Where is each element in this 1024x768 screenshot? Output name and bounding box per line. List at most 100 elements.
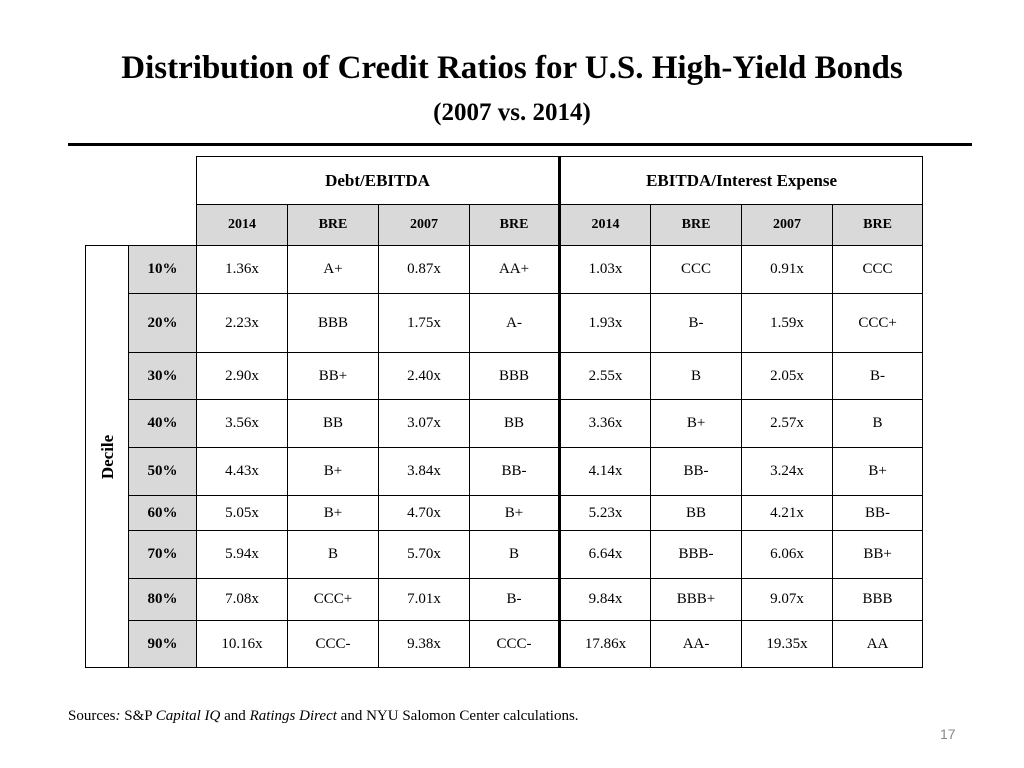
table-row: 30% 2.90x BB+ 2.40x BBB 2.55x B 2.05x B- bbox=[86, 352, 924, 400]
table-cell: 19.35x bbox=[741, 620, 834, 668]
col-header: BRE bbox=[650, 204, 743, 246]
table-cell: B- bbox=[832, 352, 924, 400]
decile-label: 20% bbox=[128, 293, 197, 353]
table-cell: 5.70x bbox=[378, 530, 470, 579]
table-cell: 1.03x bbox=[558, 245, 652, 294]
table-cell: BB- bbox=[650, 447, 743, 496]
decile-label: 80% bbox=[128, 578, 197, 621]
table-cell: BB bbox=[468, 399, 561, 448]
decile-label: 60% bbox=[128, 495, 197, 531]
sources-and: and bbox=[220, 708, 250, 724]
table-cell: 6.06x bbox=[741, 530, 834, 579]
table-cell: BBB- bbox=[650, 530, 743, 579]
table-cell: 9.38x bbox=[378, 620, 470, 668]
table-cell: BB bbox=[650, 495, 743, 531]
table-cell: CCC+ bbox=[287, 578, 379, 621]
table-cell: A- bbox=[468, 293, 561, 353]
table-cell: 2.40x bbox=[378, 352, 470, 400]
decile-label: 50% bbox=[128, 447, 197, 496]
table-cell: B- bbox=[650, 293, 743, 353]
corner-blank bbox=[86, 205, 197, 246]
table-row: Decile 10% 1.36x A+ 0.87x AA+ 1.03x CCC … bbox=[85, 245, 924, 668]
table-cell: BBB bbox=[287, 293, 379, 353]
col-header: 2014 bbox=[196, 204, 288, 246]
table-cell: B+ bbox=[650, 399, 743, 448]
sources-footnote: Sources: S&P Capital IQ and Ratings Dire… bbox=[68, 708, 579, 725]
table-cell: 1.75x bbox=[378, 293, 470, 353]
corner-blank bbox=[86, 157, 197, 205]
slide-subtitle: (2007 vs. 2014) bbox=[433, 99, 591, 126]
table-cell: B+ bbox=[468, 495, 561, 531]
table-cell: 0.87x bbox=[378, 245, 470, 294]
table-cell: CCC- bbox=[287, 620, 379, 668]
sources-rest: and NYU Salomon Center calculations. bbox=[336, 708, 579, 724]
group-header-ebitda-interest: EBITDA/Interest Expense bbox=[558, 156, 924, 205]
table-cell: CCC+ bbox=[832, 293, 924, 353]
table-row: 70% 5.94x B 5.70x B 6.64x BBB- 6.06x BB+ bbox=[86, 530, 924, 579]
decile-label: 70% bbox=[128, 530, 197, 579]
table-cell: B bbox=[287, 530, 379, 579]
table-cell: AA bbox=[832, 620, 924, 668]
table-cell: CCC bbox=[832, 245, 924, 294]
table-cell: 1.36x bbox=[196, 245, 288, 294]
table-cell: CCC bbox=[650, 245, 743, 294]
col-header: BRE bbox=[468, 204, 561, 246]
table-cell: CCC- bbox=[468, 620, 561, 668]
table-cell: 1.93x bbox=[558, 293, 652, 353]
table-cell: 3.24x bbox=[741, 447, 834, 496]
table-row: 60% 5.05x B+ 4.70x B+ 5.23x BB 4.21x BB- bbox=[86, 495, 924, 531]
decile-label: 90% bbox=[128, 620, 197, 668]
table-cell: 2.55x bbox=[558, 352, 652, 400]
decile-axis-cell: Decile bbox=[85, 245, 129, 668]
table-cell: 5.94x bbox=[196, 530, 288, 579]
table-cell: B+ bbox=[287, 447, 379, 496]
table-cell: B- bbox=[468, 578, 561, 621]
table-cell: 3.84x bbox=[378, 447, 470, 496]
table-row: 50% 4.43x B+ 3.84x BB- 4.14x BB- 3.24x B… bbox=[86, 447, 924, 496]
group-header-row: Debt/EBITDA EBITDA/Interest Expense bbox=[86, 156, 924, 205]
table-cell: B+ bbox=[832, 447, 924, 496]
table-cell: 9.07x bbox=[741, 578, 834, 621]
table-cell: 5.23x bbox=[558, 495, 652, 531]
col-header: BRE bbox=[832, 204, 924, 246]
table-cell: 4.43x bbox=[196, 447, 288, 496]
title-divider bbox=[68, 143, 972, 146]
table-cell: 4.70x bbox=[378, 495, 470, 531]
slide-title: Distribution of Credit Ratios for U.S. H… bbox=[121, 50, 903, 86]
table-cell: BB bbox=[287, 399, 379, 448]
table-cell: 1.59x bbox=[741, 293, 834, 353]
table-cell: BB+ bbox=[287, 352, 379, 400]
table-cell: 2.57x bbox=[741, 399, 834, 448]
table-cell: B bbox=[650, 352, 743, 400]
table-cell: B bbox=[468, 530, 561, 579]
table-cell: 3.56x bbox=[196, 399, 288, 448]
col-header: 2007 bbox=[741, 204, 834, 246]
col-header: 2007 bbox=[378, 204, 470, 246]
table-cell: AA+ bbox=[468, 245, 561, 294]
table-cell: BB- bbox=[832, 495, 924, 531]
credit-ratio-table: Debt/EBITDA EBITDA/Interest Expense 2014… bbox=[85, 156, 924, 668]
table-cell: 7.01x bbox=[378, 578, 470, 621]
table-cell: BB+ bbox=[832, 530, 924, 579]
table-cell: 3.07x bbox=[378, 399, 470, 448]
sources-sp: S&P bbox=[120, 708, 156, 724]
sources-prefix: Sources bbox=[68, 708, 116, 724]
group-header-debt-ebitda: Debt/EBITDA bbox=[195, 156, 561, 205]
table-row: 20% 2.23x BBB 1.75x A- 1.93x B- 1.59x CC… bbox=[86, 293, 924, 353]
sub-header-row: 2014 BRE 2007 BRE 2014 BRE 2007 BRE bbox=[86, 204, 924, 246]
table-row: 90% 10.16x CCC- 9.38x CCC- 17.86x AA- 19… bbox=[86, 620, 924, 668]
decile-label: 10% bbox=[128, 245, 197, 294]
decile-axis-label: Decile bbox=[98, 434, 118, 479]
table-cell: 2.90x bbox=[196, 352, 288, 400]
table-cell: 9.84x bbox=[558, 578, 652, 621]
decile-label: 30% bbox=[128, 352, 197, 400]
col-header: BRE bbox=[287, 204, 379, 246]
table-cell: 17.86x bbox=[558, 620, 652, 668]
table-cell: B+ bbox=[287, 495, 379, 531]
table-cell: 4.21x bbox=[741, 495, 834, 531]
table-cell: BB- bbox=[468, 447, 561, 496]
decile-label: 40% bbox=[128, 399, 197, 448]
sources-colon: : bbox=[115, 708, 121, 724]
table-cell: 6.64x bbox=[558, 530, 652, 579]
table-cell: 0.91x bbox=[741, 245, 834, 294]
